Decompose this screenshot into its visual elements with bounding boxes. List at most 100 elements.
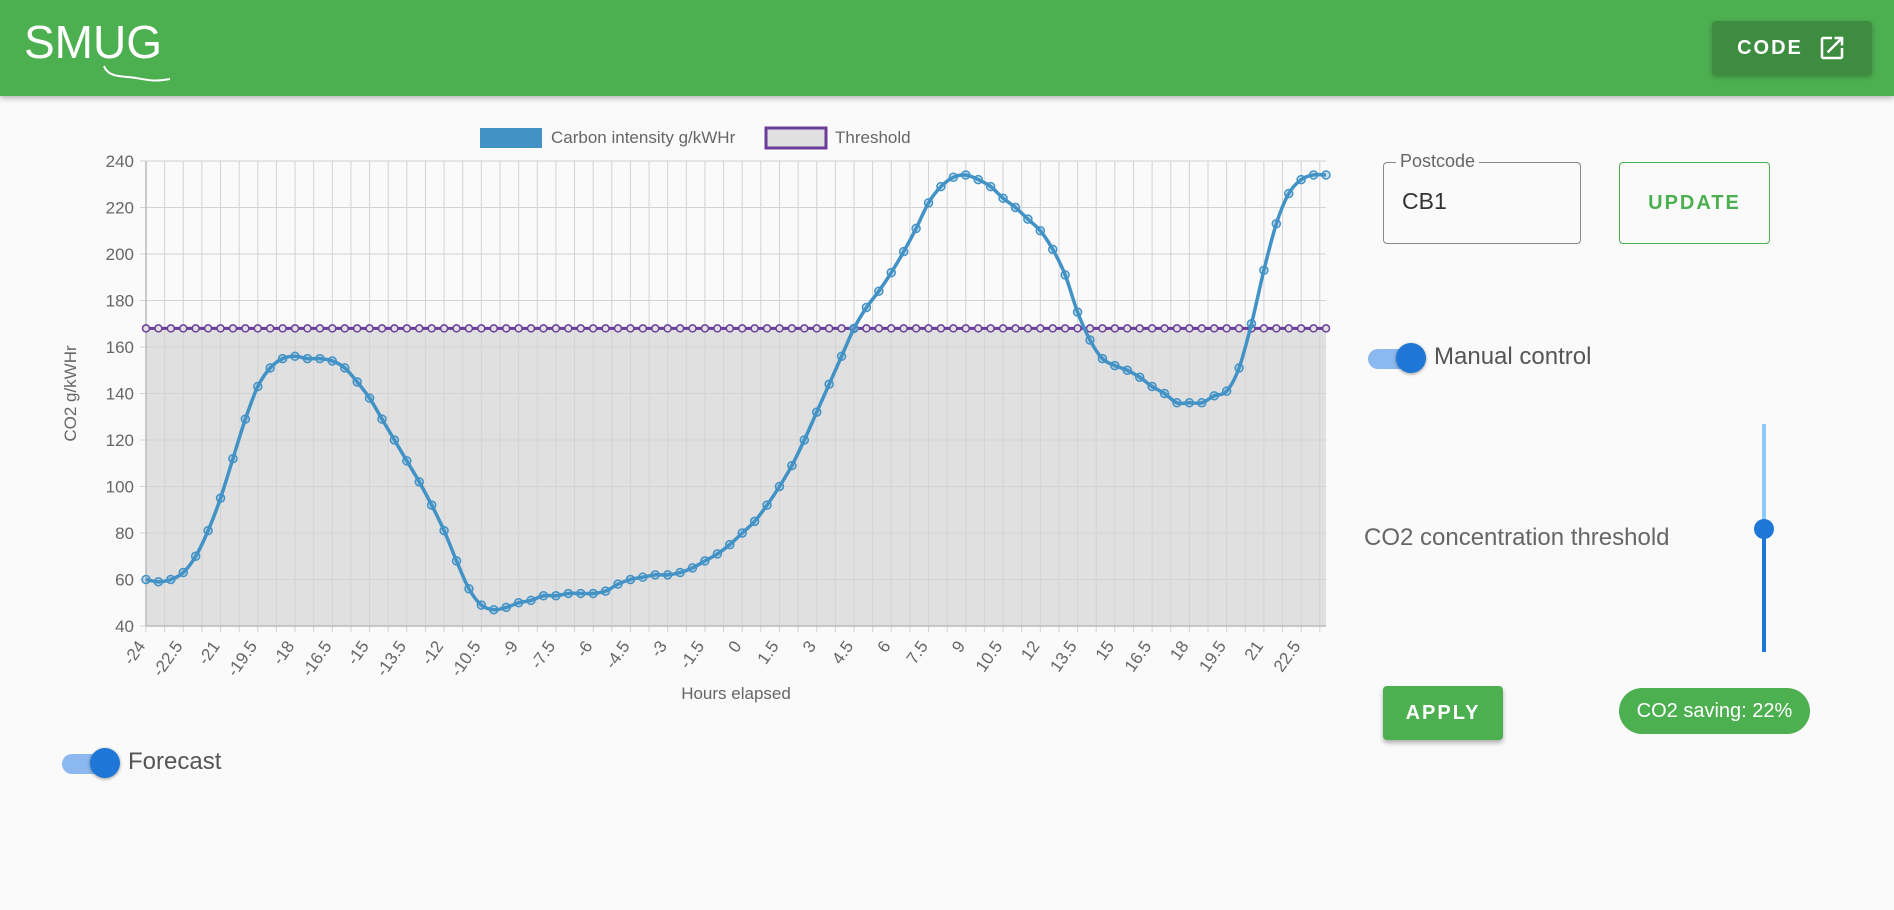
threshold-point [1060, 324, 1070, 333]
y-tick-label: 240 [106, 152, 134, 171]
carbon-intensity-point [1060, 270, 1070, 280]
carbon-intensity-point [476, 600, 487, 610]
x-tick-label: 15 [1092, 637, 1118, 663]
carbon-intensity-point [364, 393, 375, 403]
y-tick-label: 60 [115, 571, 134, 590]
carbon-intensity-point [700, 556, 710, 566]
x-tick-label: -10.5 [447, 637, 485, 680]
threshold-point [1172, 324, 1182, 333]
manual-control-switch[interactable] [1366, 337, 1428, 377]
carbon-intensity-point [985, 181, 996, 192]
x-tick-label: -6 [572, 637, 596, 660]
co2-saving-badge: CO2 saving: 22% [1619, 688, 1810, 734]
apply-button[interactable]: APPLY [1383, 686, 1503, 740]
x-tick-label: -19.5 [223, 637, 261, 680]
threshold-point [675, 324, 685, 333]
threshold-point [899, 324, 908, 333]
carbon-intensity-point [339, 363, 350, 373]
carbon-intensity-point [389, 435, 400, 445]
carbon-intensity-point [228, 453, 238, 464]
carbon-intensity-point [662, 570, 673, 580]
threshold-point [824, 324, 834, 333]
x-tick-label: 22.5 [1270, 637, 1305, 675]
open-in-new-icon [1820, 36, 1844, 60]
carbon-intensity-point [1246, 319, 1257, 329]
carbon-intensity-point [327, 356, 338, 366]
carbon-intensity-point [998, 193, 1008, 203]
carbon-intensity-point [526, 595, 536, 606]
postcode-label: Postcode [1396, 151, 1480, 172]
threshold-point [887, 324, 896, 333]
update-button[interactable]: UPDATE [1619, 162, 1770, 244]
carbon-intensity-point [725, 539, 735, 550]
carbon-intensity-point [538, 591, 549, 601]
carbon-intensity-point [265, 363, 275, 373]
carbon-intensity-point [439, 525, 449, 536]
carbon-intensity-point [1172, 398, 1182, 408]
threshold-point [340, 324, 349, 333]
carbon-intensity-point [141, 574, 151, 585]
carbon-intensity-point [1047, 244, 1058, 255]
carbon-intensity-point [563, 588, 574, 599]
carbon-intensity-point [1308, 170, 1319, 180]
threshold-point [191, 324, 200, 333]
threshold-point [1036, 324, 1045, 333]
threshold-point [750, 324, 759, 333]
threshold-point [501, 324, 511, 333]
postcode-input[interactable] [1400, 187, 1564, 216]
x-tick-label: -12 [418, 637, 448, 668]
x-tick-label: -21 [194, 637, 224, 668]
threshold-point [241, 324, 250, 333]
threshold-point [564, 324, 573, 333]
carbon-intensity-point [153, 577, 164, 587]
threshold-point [216, 324, 225, 333]
threshold-point [303, 324, 312, 333]
forecast-switch[interactable] [60, 742, 122, 782]
threshold-point [713, 324, 722, 333]
threshold-point [1284, 324, 1293, 333]
threshold-point [1147, 324, 1157, 333]
carbon-intensity-point [898, 246, 909, 257]
threshold-point [551, 324, 561, 333]
carbon-intensity-point [675, 567, 685, 578]
carbon-intensity-point [1072, 307, 1083, 317]
threshold-point [154, 324, 163, 333]
x-tick-label: -22.5 [149, 637, 187, 680]
x-tick-label: -4.5 [601, 637, 633, 672]
threshold-point [1011, 324, 1020, 333]
code-button[interactable]: CODE [1712, 21, 1872, 75]
forecast-thumb [90, 748, 120, 778]
carbon-intensity-point [1209, 391, 1219, 401]
threshold-point [1197, 324, 1207, 333]
x-tick-label: -18 [269, 637, 299, 668]
threshold-slider-thumb[interactable] [1754, 519, 1774, 539]
carbon-intensity-point [774, 481, 785, 492]
carbon-intensity-point [513, 598, 524, 608]
carbon-intensity-point [1184, 398, 1195, 408]
threshold-slider-rail [1762, 424, 1766, 528]
x-tick-label: -9 [498, 637, 522, 660]
x-tick-label: 13.5 [1046, 637, 1081, 675]
carbon-intensity-point [551, 591, 561, 601]
forecast-label: Forecast [128, 748, 222, 775]
x-tick-label: -13.5 [372, 637, 410, 680]
carbon-intensity-point [1134, 372, 1145, 382]
threshold-point [651, 324, 660, 333]
threshold-point [1209, 324, 1219, 333]
threshold-point [638, 324, 648, 333]
threshold-point [998, 324, 1008, 333]
carbon-intensity-point [377, 414, 387, 424]
carbon-intensity-point [277, 353, 288, 364]
x-tick-label: -1.5 [676, 637, 708, 672]
carbon-intensity-point [874, 286, 884, 296]
logo-text: SMUG [24, 16, 162, 68]
postcode-field[interactable]: Postcode [1383, 151, 1581, 244]
carbon-intensity-point [1110, 360, 1120, 371]
carbon-intensity-point [824, 379, 834, 389]
smug-logo[interactable]: SMUG [24, 16, 184, 84]
carbon-intensity-point [1085, 335, 1095, 345]
threshold-slider[interactable] [1749, 424, 1779, 652]
threshold-point [812, 324, 821, 333]
threshold-point [402, 324, 412, 333]
threshold-point [613, 324, 623, 333]
